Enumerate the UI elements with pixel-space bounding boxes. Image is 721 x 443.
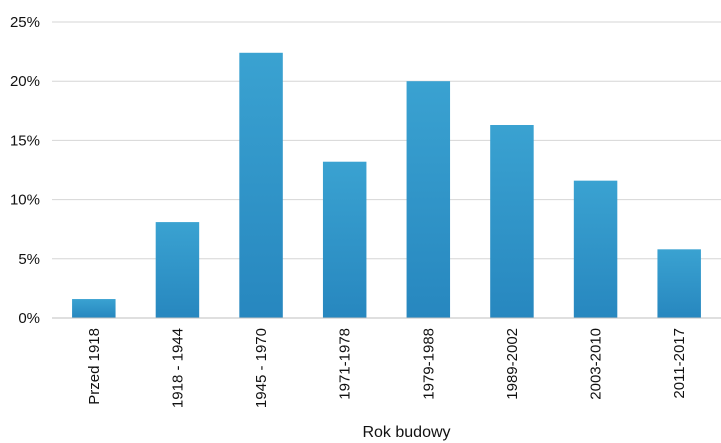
bar-3 (322, 161, 367, 318)
bar-6 (573, 180, 618, 318)
x-tick-label: 1945 - 1970 (253, 328, 270, 408)
y-tick-label: 0% (18, 310, 40, 327)
y-tick-label: 15% (10, 132, 40, 149)
y-tick-label: 25% (10, 14, 40, 31)
x-axis-tick-labels: Przed 1918 1918 - 1944 1945 - 1970 1971-197… (86, 328, 688, 408)
y-axis-tick-labels: 0% 5% 10% 15% 20% 25% (10, 14, 40, 327)
y-tick-label: 20% (10, 73, 40, 90)
gridlines (52, 21, 721, 260)
x-tick-label: 1971-1978 (337, 328, 354, 400)
x-tick-label: 1989-2002 (504, 328, 521, 400)
y-tick-label: 5% (18, 251, 40, 268)
x-tick-label: 2011-2017 (671, 328, 688, 399)
bar-1 (155, 222, 200, 318)
bar-4 (406, 81, 451, 318)
bar-7 (657, 249, 701, 318)
x-axis-title: Rok budowy (362, 424, 450, 441)
bar-0 (72, 299, 116, 318)
bars (72, 52, 701, 319)
x-tick-label: 1979-1988 (420, 328, 437, 400)
x-tick-label: 2003-2010 (588, 328, 605, 400)
bar-5 (490, 125, 534, 319)
bar-2 (239, 52, 283, 319)
x-tick-label: Przed 1918 (86, 328, 103, 405)
x-tick-label: 1918 - 1944 (169, 328, 186, 408)
y-tick-label: 10% (10, 192, 40, 209)
